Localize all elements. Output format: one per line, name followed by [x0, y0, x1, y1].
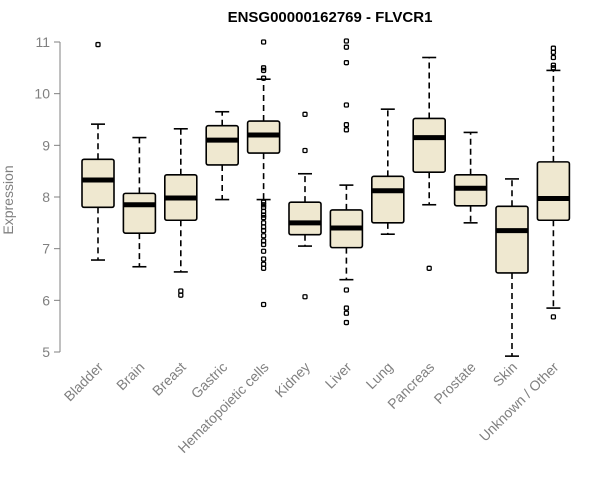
outlier-point: [550, 45, 557, 51]
plot-area: [81, 38, 571, 357]
outlier-point: [343, 287, 350, 293]
outlier-point: [260, 75, 267, 81]
outlier-point: [260, 202, 267, 208]
outlier-point: [343, 44, 350, 50]
outlier-point: [260, 67, 267, 74]
outlier-point: [302, 147, 308, 154]
y-tick-label: 11: [35, 34, 50, 50]
outlier-point: [260, 39, 267, 45]
outlier-point: [302, 294, 308, 300]
box-iqr: [370, 175, 405, 224]
x-category-label: Liver: [322, 359, 355, 392]
outlier-point: [260, 256, 267, 262]
box-group: [122, 136, 157, 268]
outlier-point: [260, 261, 267, 267]
outlier-point: [343, 38, 350, 44]
outlier-point: [260, 212, 267, 218]
box-iqr: [495, 205, 529, 274]
x-category-label: Unknown / Other: [476, 359, 562, 445]
box-group: [164, 128, 198, 298]
outlier-point: [178, 292, 184, 298]
y-axis: 5 6 7 8 9 10 11: [34, 34, 61, 360]
outlier-point: [260, 301, 267, 308]
box-group: [370, 108, 405, 235]
outlier-point: [343, 310, 350, 316]
outlier-point: [343, 102, 350, 108]
box-group: [205, 110, 239, 201]
box-group: [329, 38, 364, 326]
x-category-label: Bladder: [61, 359, 107, 405]
x-category-label: Brain: [113, 359, 147, 393]
box-group: [536, 45, 571, 320]
outlier-point: [260, 215, 267, 221]
outlier-point: [343, 319, 350, 326]
outlier-point: [302, 111, 308, 117]
y-axis-label: Expression: [0, 165, 16, 234]
x-category-label: Prostate: [431, 359, 479, 407]
box-iqr: [81, 158, 115, 209]
outlier-point: [343, 122, 350, 128]
outlier-point: [260, 199, 267, 205]
outlier-point: [550, 62, 557, 68]
chart-title: ENSG00000162769 - FLVCR1: [228, 9, 433, 26]
box-group: [288, 111, 322, 300]
outlier-point: [178, 288, 184, 294]
outlier-point: [260, 233, 267, 239]
outlier-point: [426, 265, 432, 271]
box-iqr: [122, 192, 157, 234]
box-group: [495, 178, 529, 357]
x-category-label: Lung: [363, 359, 396, 392]
outlier-point: [343, 127, 350, 133]
y-tick-label: 8: [42, 189, 50, 205]
x-category-label: Skin: [490, 359, 521, 390]
box-group: [453, 131, 488, 224]
outlier-point: [550, 54, 557, 61]
box-iqr: [536, 161, 571, 222]
y-tick-label: 7: [42, 241, 50, 257]
box-group: [412, 56, 447, 271]
outlier-point: [550, 49, 557, 55]
outlier-point: [260, 241, 267, 248]
outlier-point: [550, 314, 557, 320]
outlier-point: [550, 65, 557, 71]
box-group: [81, 41, 115, 261]
y-tick-label: 10: [34, 86, 50, 102]
box-iqr: [205, 124, 239, 166]
outlier-point: [260, 65, 267, 71]
x-category-label: Breast: [149, 359, 189, 399]
outlier-point: [260, 248, 267, 254]
outlier-point: [343, 60, 350, 66]
x-category-label: Kidney: [272, 359, 314, 401]
outlier-point: [95, 41, 101, 48]
outlier-point: [260, 220, 267, 226]
y-tick-label: 6: [42, 292, 50, 308]
box-iqr: [288, 201, 322, 236]
y-tick-label: 9: [42, 137, 50, 153]
outlier-point: [260, 265, 267, 271]
box-group: [246, 39, 281, 308]
box-iqr: [412, 117, 447, 174]
outlier-point: [260, 227, 267, 234]
outlier-point: [343, 305, 350, 311]
y-tick-label: 5: [42, 344, 50, 360]
